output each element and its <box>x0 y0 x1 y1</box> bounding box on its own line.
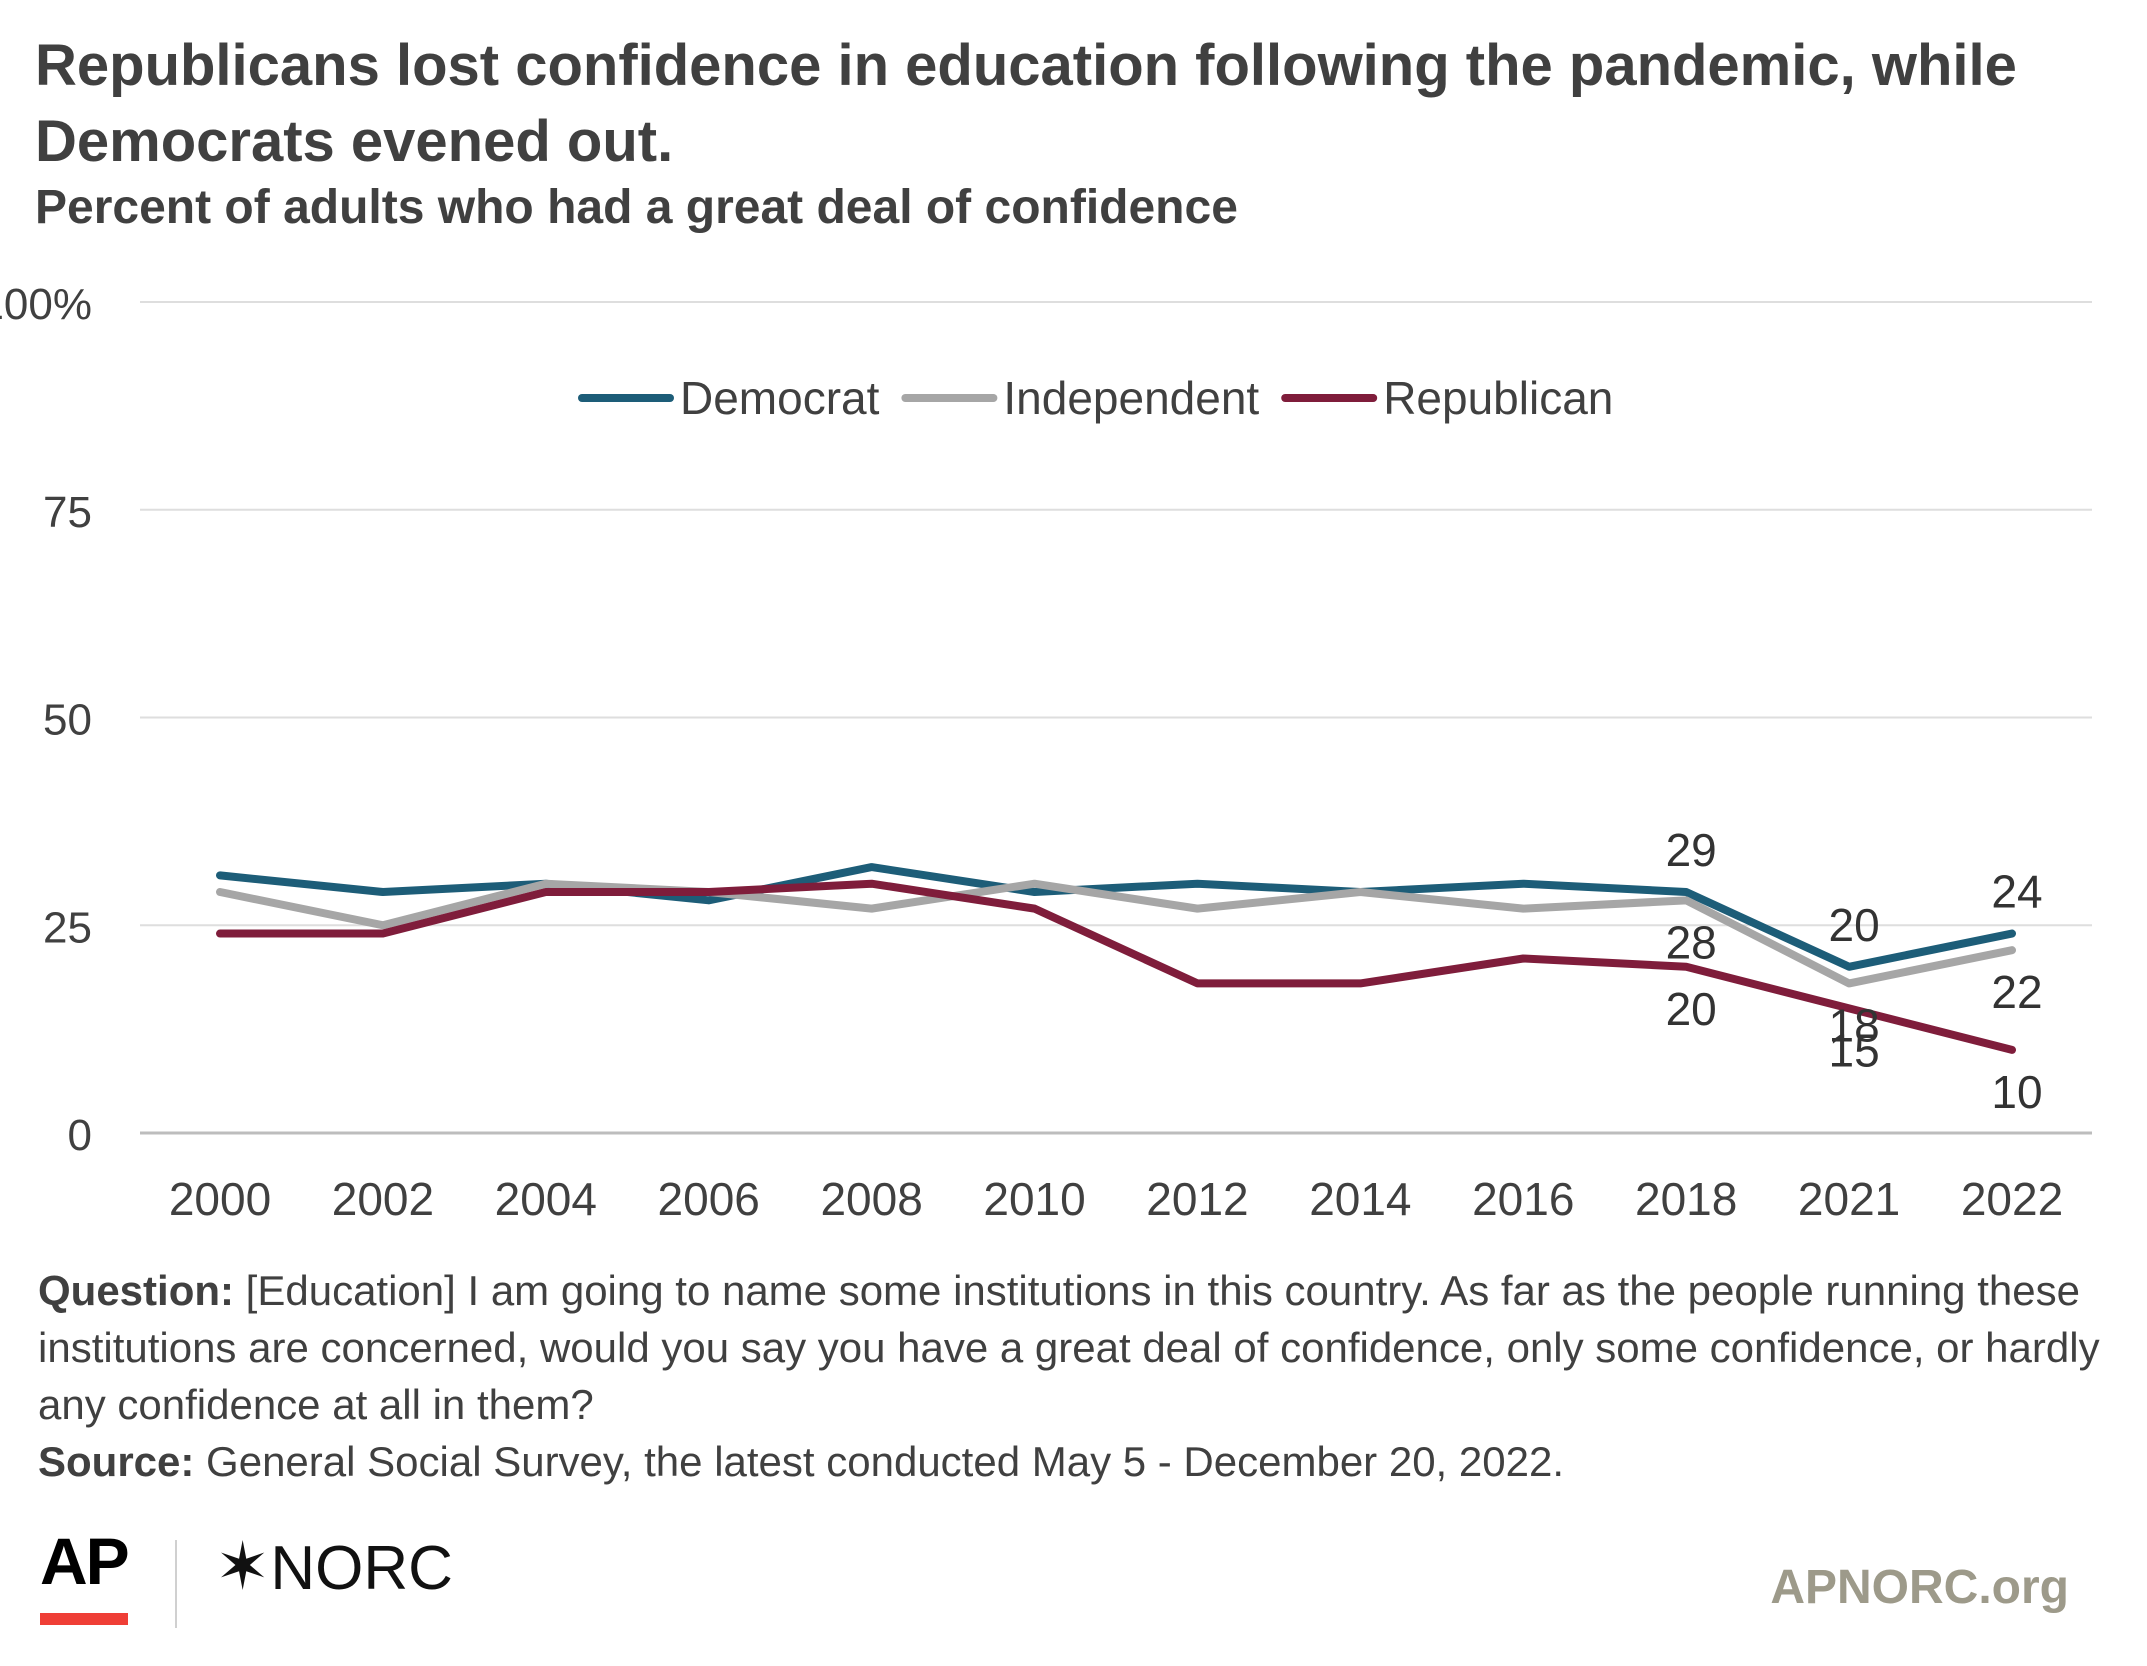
source-note: Source: General Social Survey, the lates… <box>38 1433 2108 1490</box>
site-link[interactable]: APNORC.org <box>1770 1561 2069 1614</box>
data-label: 20 <box>1829 899 1880 951</box>
chart-subtitle: Percent of adults who had a great deal o… <box>35 181 1238 234</box>
y-tick-label: 0 <box>68 1111 92 1160</box>
legend-label: Republican <box>1383 372 1613 424</box>
legend-label: Democrat <box>680 372 880 424</box>
x-tick-label: 2006 <box>658 1173 760 1225</box>
x-tick-label: 2008 <box>820 1173 922 1225</box>
logo-divider <box>175 1540 177 1628</box>
series-lines <box>216 863 2016 1054</box>
question-text: [Education] I am going to name some inst… <box>38 1267 2100 1428</box>
y-tick-label: 25 <box>43 903 92 952</box>
series-line-independent <box>216 879 2016 988</box>
data-label: 15 <box>1829 1024 1880 1076</box>
question-note: Question: [Education] I am going to name… <box>38 1262 2108 1433</box>
data-labels: 29 20 24 28 18 22 20 15 10 <box>1666 824 2043 1118</box>
x-tick-label: 2014 <box>1309 1173 1411 1225</box>
x-tick-label: 2022 <box>1961 1173 2063 1225</box>
y-axis-ticks: 0 25 50 75 100% <box>0 280 92 1160</box>
x-tick-label: 2010 <box>983 1173 1085 1225</box>
data-label: 10 <box>1991 1066 2042 1118</box>
legend-item-democrat: Democrat <box>578 372 880 424</box>
x-axis-ticks: 2000 2002 2004 2006 2008 2010 2012 2014 2016 2018… <box>169 1173 2063 1225</box>
series-line-republican <box>216 879 2016 1054</box>
x-tick-label: 2004 <box>495 1173 597 1225</box>
source-text: General Social Survey, the latest conduc… <box>206 1438 1564 1485</box>
gridlines <box>140 301 2092 1135</box>
data-label: 22 <box>1991 966 2042 1018</box>
y-tick-label: 50 <box>43 696 92 745</box>
x-tick-label: 2016 <box>1472 1173 1574 1225</box>
y-tick-label: 100% <box>0 280 92 329</box>
question-label: Question: <box>38 1267 234 1314</box>
ap-logo-bar <box>40 1613 128 1625</box>
x-tick-label: 2002 <box>332 1173 434 1225</box>
data-label: 28 <box>1666 916 1717 968</box>
x-tick-label: 2018 <box>1635 1173 1737 1225</box>
x-tick-label: 2012 <box>1146 1173 1248 1225</box>
norc-logo: ✶NORC <box>215 1533 453 1602</box>
norc-star-icon: ✶ <box>215 1529 271 1603</box>
source-label: Source: <box>38 1438 195 1485</box>
legend-label: Independent <box>1003 372 1259 424</box>
line-chart: 0255075100% 2000200220042006200820102012… <box>0 280 2092 1225</box>
data-label: 29 <box>1666 824 1717 876</box>
chart-title: Republicans lost confidence in education… <box>35 33 2017 174</box>
x-tick-label: 2000 <box>169 1173 271 1225</box>
legend: Democrat Independent Republican <box>578 372 1613 424</box>
data-label: 24 <box>1991 866 2042 918</box>
ap-logo: AP <box>40 1524 130 1598</box>
legend-item-independent: Independent <box>901 372 1259 424</box>
data-label: 18 <box>1829 999 1880 1051</box>
norc-logo-text: NORC <box>270 1534 453 1603</box>
chart-footnote: Question: [Education] I am going to name… <box>38 1262 2108 1490</box>
legend-item-republican: Republican <box>1281 372 1613 424</box>
data-label: 20 <box>1666 983 1717 1035</box>
y-tick-label: 75 <box>43 488 92 537</box>
x-tick-label: 2021 <box>1798 1173 1900 1225</box>
series-line-democrat <box>216 863 2016 971</box>
